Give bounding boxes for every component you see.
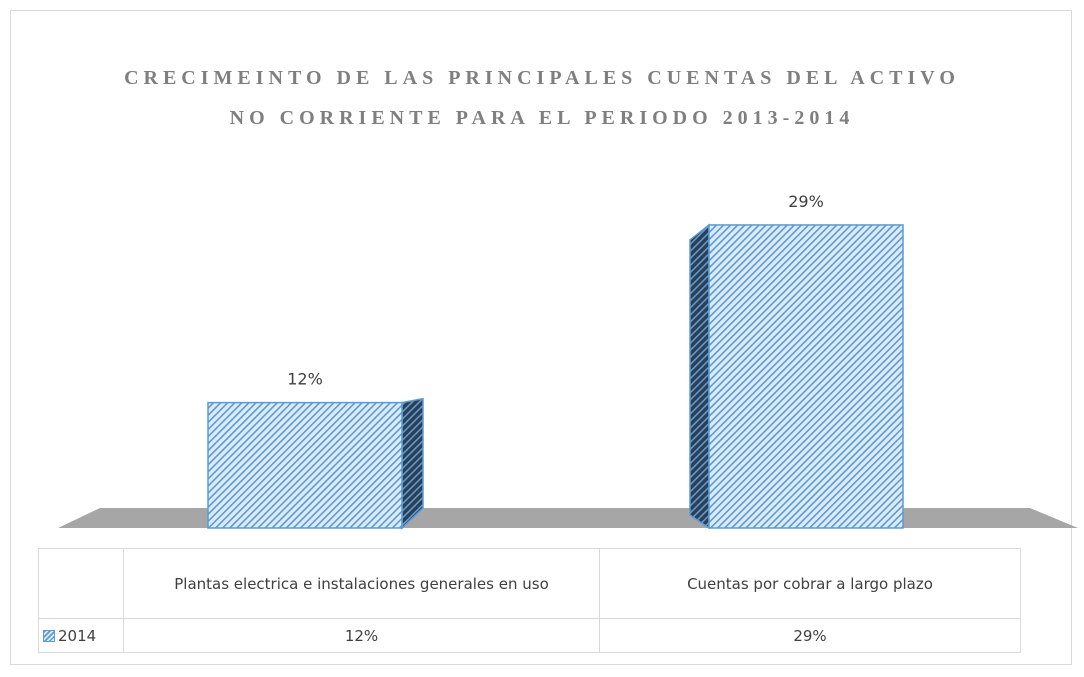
bar: [207, 401, 403, 529]
table-header: Plantas electrica e instalaciones genera…: [123, 548, 600, 619]
table-header: Cuentas por cobrar a largo plazo: [599, 548, 1021, 619]
bar-side: [401, 397, 424, 530]
data-label: 12%: [287, 370, 323, 389]
table-value: 12%: [123, 618, 600, 653]
chart-title: CRECIMEINTO DE LAS PRINCIPALES CUENTAS D…: [124, 67, 960, 129]
table-corner: [38, 548, 124, 619]
table-value: 29%: [599, 618, 1021, 653]
bar: [708, 224, 904, 529]
legend-key: [43, 629, 55, 642]
bar-side: [689, 223, 710, 530]
data-label: 29%: [788, 192, 824, 211]
chart-frame: [10, 10, 1072, 665]
data-table: Plantas electrica e instalaciones genera…: [38, 548, 1021, 653]
legend-label: 2014: [58, 626, 97, 645]
